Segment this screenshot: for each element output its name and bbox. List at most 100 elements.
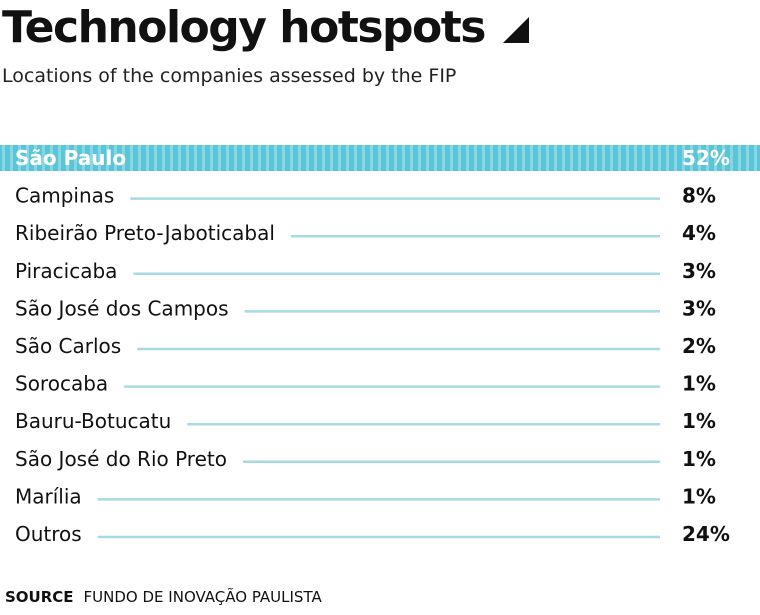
highlight-stripe: [650, 145, 653, 171]
highlight-stripe: [322, 145, 325, 171]
highlight-stripe: [234, 145, 237, 171]
highlight-stripe: [618, 145, 621, 171]
highlight-stripe: [706, 145, 709, 171]
highlight-stripe: [130, 145, 133, 171]
highlight-stripe: [466, 145, 469, 171]
highlight-stripe: [106, 145, 109, 171]
row-value: 8%: [682, 184, 716, 208]
highlight-stripe: [354, 145, 357, 171]
highlight-stripe: [394, 145, 397, 171]
highlight-stripe: [98, 145, 101, 171]
highlight-stripe: [482, 145, 485, 171]
highlight-stripe: [330, 145, 333, 171]
highlight-stripe: [282, 145, 285, 171]
row-label: São José do Rio Preto: [15, 447, 227, 471]
highlight-stripe: [218, 145, 221, 171]
row-value: 1%: [682, 447, 716, 471]
highlight-stripe: [122, 145, 125, 171]
highlight-stripe: [642, 145, 645, 171]
highlight-stripe: [258, 145, 261, 171]
highlight-stripe: [538, 145, 541, 171]
highlight-band: [0, 145, 760, 171]
highlight-stripe: [474, 145, 477, 171]
row-label: Marília: [15, 484, 82, 508]
row-value: 1%: [682, 484, 716, 508]
highlight-stripe: [50, 145, 53, 171]
highlight-stripe: [10, 145, 13, 171]
highlight-stripe: [402, 145, 405, 171]
highlight-stripe: [34, 145, 37, 171]
row-value: 1%: [682, 372, 716, 396]
highlight-stripe: [362, 145, 365, 171]
highlight-stripe: [314, 145, 317, 171]
highlight-stripe: [226, 145, 229, 171]
highlight-stripe: [602, 145, 605, 171]
highlight-stripe: [274, 145, 277, 171]
highlight-stripe: [698, 145, 701, 171]
highlight-stripe: [634, 145, 637, 171]
row-label: São Paulo: [15, 146, 126, 170]
highlight-stripe: [546, 145, 549, 171]
source-label: SOURCE: [5, 588, 74, 606]
highlight-stripe: [754, 145, 757, 171]
highlight-stripe: [186, 145, 189, 171]
highlight-stripe: [42, 145, 45, 171]
highlight-stripe: [738, 145, 741, 171]
row-label: São José dos Campos: [15, 296, 229, 320]
highlight-stripe: [306, 145, 309, 171]
highlight-stripes: [2, 145, 757, 171]
highlight-stripe: [442, 145, 445, 171]
highlight-stripe: [690, 145, 693, 171]
highlight-stripe: [434, 145, 437, 171]
highlight-stripe: [194, 145, 197, 171]
highlight-stripe: [682, 145, 685, 171]
highlight-stripe: [426, 145, 429, 171]
highlight-stripe: [458, 145, 461, 171]
source-line: SOURCE FUNDO DE INOVAÇÃO PAULISTA: [5, 587, 322, 607]
highlight-stripe: [138, 145, 141, 171]
highlight-stripe: [146, 145, 149, 171]
highlight-stripe: [506, 145, 509, 171]
highlight-stripe: [242, 145, 245, 171]
highlight-stripe: [490, 145, 493, 171]
highlight-stripe: [658, 145, 661, 171]
highlight-stripe: [626, 145, 629, 171]
highlight-stripe: [714, 145, 717, 171]
highlight-stripe: [18, 145, 21, 171]
highlight-stripe: [266, 145, 269, 171]
highlight-stripe: [522, 145, 525, 171]
row-value: 4%: [682, 221, 716, 245]
row-label: Sorocaba: [15, 372, 108, 396]
highlight-stripe: [162, 145, 165, 171]
highlight-stripe: [386, 145, 389, 171]
row-value: 3%: [682, 259, 716, 283]
highlight-stripe: [26, 145, 29, 171]
highlight-stripe: [410, 145, 413, 171]
highlight-stripe: [746, 145, 749, 171]
highlight-stripe: [338, 145, 341, 171]
highlight-stripe: [250, 145, 253, 171]
row-label: Campinas: [15, 184, 114, 208]
highlight-stripe: [450, 145, 453, 171]
row-label: São Carlos: [15, 334, 121, 358]
highlight-stripe: [674, 145, 677, 171]
row-label: Outros: [15, 522, 82, 546]
highlight-stripe: [210, 145, 213, 171]
highlight-stripe: [370, 145, 373, 171]
source-text: FUNDO DE INOVAÇÃO PAULISTA: [83, 588, 322, 606]
row-label: Ribeirão Preto-Jaboticabal: [15, 221, 275, 245]
highlight-stripe: [170, 145, 173, 171]
highlight-stripe: [58, 145, 61, 171]
highlight-stripe: [290, 145, 293, 171]
row-label: Bauru-Botucatu: [15, 409, 171, 433]
row-value: 2%: [682, 334, 716, 358]
highlight-stripe: [570, 145, 573, 171]
highlight-stripe: [346, 145, 349, 171]
highlight-stripe: [418, 145, 421, 171]
chart-title: Technology hotspots: [2, 2, 487, 53]
highlight-stripe: [202, 145, 205, 171]
highlight-stripe: [730, 145, 733, 171]
highlight-stripe: [610, 145, 613, 171]
highlight-stripe: [74, 145, 77, 171]
chart-subtitle: Locations of the companies assessed by t…: [2, 65, 457, 87]
